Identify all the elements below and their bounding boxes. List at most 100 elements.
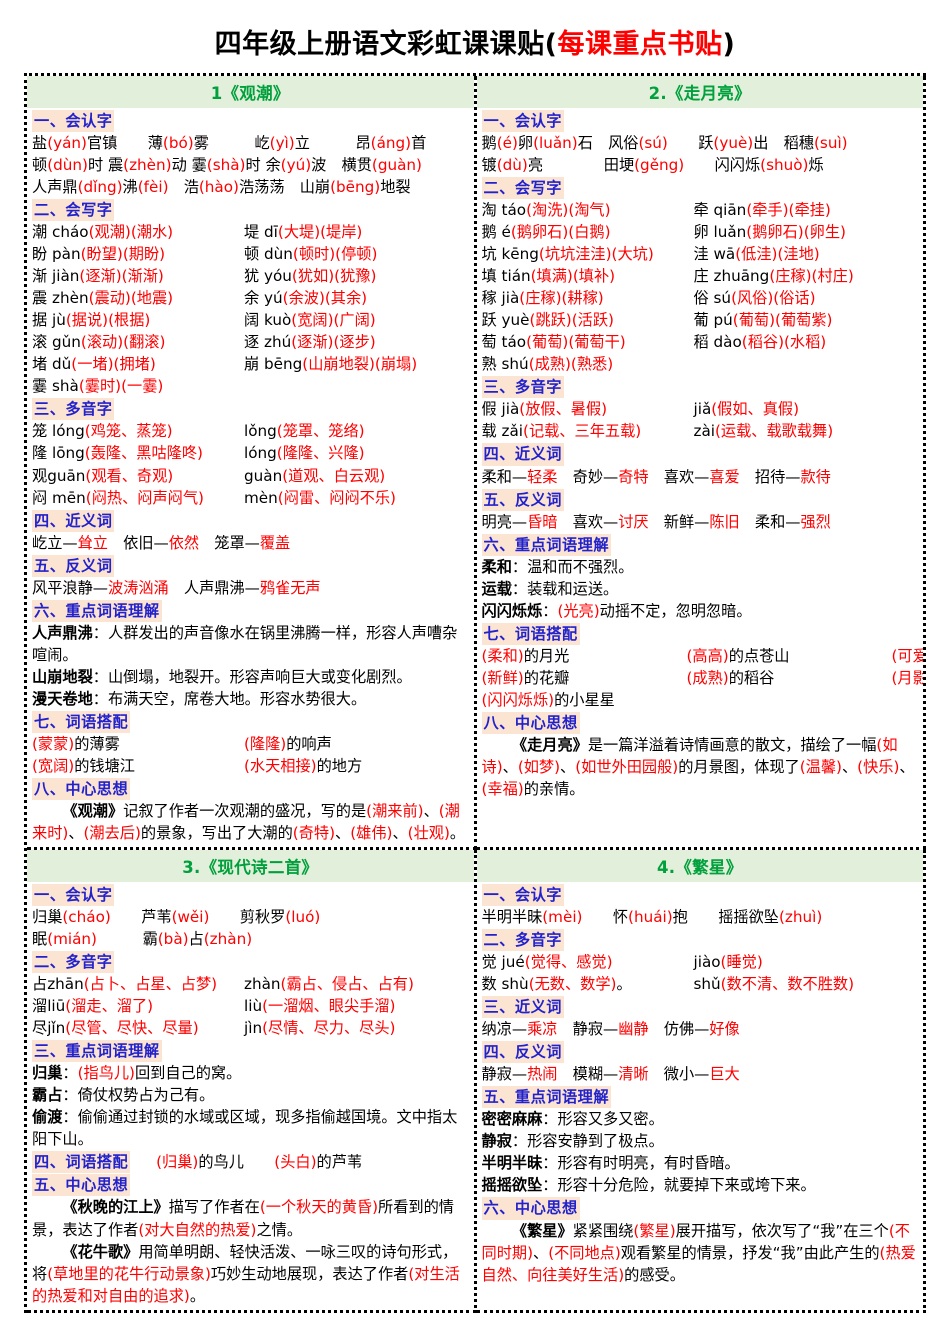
term-definition: 静寂：形容安静到了极点。 [482, 1130, 920, 1152]
section-heading-row: 五、中心思想 [32, 1173, 470, 1197]
section-heading-row: 一、会认字 [481, 109, 920, 133]
definition-text: ：布满天空，席卷大地。形容水势很大。 [92, 689, 367, 708]
entry-right: 顿 dùn(顿时)(停顿) [244, 245, 378, 264]
page-title: 四年级上册语文彩虹课课贴(每课重点书贴) [0, 0, 950, 73]
entry-right: 庄 zhuāng(庄稼)(村庄) [693, 267, 854, 286]
section-heading-row: 三、近义词 [481, 995, 920, 1019]
section-heading-row: 一、会认字 [481, 883, 920, 907]
entry-right: zhàn(霸占、侵占、占有) [244, 975, 414, 994]
content-line: 静寂—热闹 模糊—清晰 微小—巨大 [481, 1065, 740, 1084]
content-line: (闪闪烁烁)的小星星 [482, 689, 920, 711]
lesson-cell-1: 1《观潮》 一、会认字 盐(yán)官镇 薄(bó)雾 屹(yì)立 昂(áng)… [27, 76, 477, 851]
term: 漫天卷地 [32, 689, 93, 708]
section-heading: 六、重点词语理解 [32, 599, 162, 622]
collocation-1: (柔和)的月光 [481, 646, 570, 665]
section-heading-row: 三、多音字 [32, 397, 470, 421]
content-line: 人声鼎(dǐng)沸(fèi) 浩(hào)浩荡荡 山崩(bēng)地裂 [32, 178, 411, 197]
entry-left: 萄 táo(葡萄)(葡萄干) [481, 333, 626, 352]
section-heading: 六、重点词语理解 [481, 533, 611, 556]
collocation-1: (闪闪烁烁)的小星星 [481, 690, 615, 709]
entry-left: 滚 gǔn(滚动)(翻滚) [32, 333, 166, 352]
definition-text: ：形容安静到了极点。 [511, 1132, 664, 1151]
entry-left: 隆 lōng(轰隆、黑咕隆咚) [32, 444, 203, 463]
term-definition: 摇摇欲坠：形容十分危险，就要掉下来或垮下来。 [482, 1174, 920, 1196]
content-line: 滚 gǔn(滚动)(翻滚) 逐 zhú(逐渐)(逐步) [32, 331, 470, 353]
definition-text: ：人群发出的声音像水在锅里沸腾一样，形容人声嘈杂喧闹。 [32, 623, 458, 664]
section-heading: 六、中心思想 [481, 1197, 580, 1220]
entry-left: 堵 dǔ(一堵)(拥堵) [32, 355, 156, 374]
content-line: 顿(dùn)时 震(zhèn)动 霎(shà)时 余(yú)波 横贯(guàn) [32, 156, 422, 175]
content-line: 眠(mián) 霸(bà)占(zhàn) [32, 930, 253, 949]
term-definition: 霸占：倚仗权势占为己有。 [32, 1084, 470, 1106]
content-line: 盼 pàn(盼望)(期盼) 顿 dùn(顿时)(停顿) [32, 243, 470, 265]
term: 偷渡 [32, 1108, 63, 1127]
content-line: (柔和)的月光 (高高)的点苍山 (可爱)的小水塘 [481, 645, 924, 667]
entry-right: (隆隆)的响声 [244, 734, 332, 753]
lesson-body-3: 一、会认字 归巢(cháo) 芦苇(wěi) 剪秋罗(luó) 眠(mián) 霸(… [27, 882, 474, 1310]
collocation-2: (高高)的点苍山 [686, 646, 790, 665]
entry-left: 笼 lóng(鸡笼、蒸笼) [32, 422, 173, 441]
lesson-body-2: 一、会认字 鹅(é)卵(luǎn)石 风俗(sú) 跃(yuè)出 稻穗(suì)… [477, 108, 924, 803]
entry-right: 犹 yóu(犹如)(犹豫) [244, 267, 377, 286]
term: 闪闪烁烁 [481, 601, 543, 620]
section-heading-row: 四、近义词 [481, 442, 920, 466]
term-definition: 半明半昧：形容有时明亮，有时昏暗。 [482, 1152, 920, 1174]
section-heading-row: 一、会认字 [32, 109, 470, 133]
term: 霸占 [32, 1086, 63, 1105]
entry-left: 震 zhèn(震动)(地震) [32, 289, 174, 308]
section-heading: 一、会认字 [32, 884, 115, 907]
section-heading: 三、多音字 [32, 398, 115, 421]
section-heading-row: 八、中心思想 [481, 711, 920, 734]
section-heading-row: 六、重点词语理解 [481, 533, 920, 556]
section-heading-row: 七、词语搭配 [32, 710, 470, 733]
lesson-body-4: 一、会认字 半明半昧(mèi) 怀(huái)抱 摇摇欲坠(zhuì) 二、多音字觉… [477, 882, 924, 1289]
section-heading: 七、词语搭配 [481, 622, 580, 645]
term-definition: 柔和：温和而不强烈。 [482, 556, 920, 578]
section-heading-row: 三、重点词语理解 [32, 1039, 470, 1063]
entry-left: 闷 mēn(闷热、闷声闷气) [32, 488, 204, 507]
section-inline-content: (归巢)的鸟儿 (头白)的芦苇 [156, 1153, 363, 1172]
section-heading: 一、会认字 [481, 884, 564, 907]
section-heading: 三、近义词 [481, 996, 564, 1019]
lesson-cell-3: 3.《现代诗二首》 一、会认字 归巢(cháo) 芦苇(wěi) 剪秋罗(luó)… [27, 850, 477, 1313]
section-heading: 三、重点词语理解 [32, 1040, 162, 1063]
content-line: 明亮—昏暗 喜欢—讨厌 新鲜—陈旧 柔和—强烈 [481, 512, 831, 531]
entry-left: 潮 cháo(观潮)(潮水) [32, 223, 174, 242]
entry-left: 熟 shú(成熟)(熟悉) [481, 355, 614, 374]
entry-right: 崩 bēng(山崩地裂)(崩塌) [244, 355, 418, 374]
section-heading: 一、会认字 [481, 110, 564, 133]
content-line: 数 shù(无数、数学)。 shǔ(数不清、数不胜数) [482, 973, 920, 995]
term-definition: 运载：装载和运送。 [482, 578, 920, 600]
section-heading-row: 二、多音字 [32, 950, 470, 974]
entry-right: jiǎ(假如、真假) [693, 400, 800, 419]
theme-paragraph: 《秋晚的江上》描写了作者在(一个秋天的黄昏)所看到的情景，表达了作者(对大自然的… [32, 1198, 454, 1239]
entry-right: jìn(尽情、尽力、尽头) [244, 1019, 396, 1038]
section-heading: 五、反义词 [32, 554, 115, 577]
definition-text: ：温和而不强烈。 [511, 557, 634, 576]
section-heading-row: 二、会写字 [481, 176, 920, 200]
section-heading: 四、近义词 [32, 509, 115, 532]
content-line: 萄 táo(葡萄)(葡萄干) 稻 dào(稻谷)(水稻) [482, 331, 920, 353]
content-line: 载 zǎi(记载、三年五载) zài(运载、载歌载舞) [482, 420, 920, 442]
section-heading: 八、中心思想 [32, 777, 131, 800]
section-heading: 二、会写字 [32, 199, 115, 222]
section-heading-row: 四、近义词 [32, 509, 470, 532]
entry-right: (水天相接)的地方 [244, 756, 363, 775]
term: 归巢 [32, 1064, 63, 1083]
content-line: 熟 shú(成熟)(熟悉) [482, 353, 920, 375]
content-line: (蒙蒙)的薄雾 (隆隆)的响声 [32, 733, 470, 755]
section-heading: 二、会写字 [481, 177, 564, 200]
content-line: 坑 kēng(坑坑洼洼)(大坑) 洼 wā(低洼)(洼地) [482, 243, 920, 265]
term: 半明半昧 [481, 1154, 543, 1173]
definition-text: ：偷偷通过封锁的水域或区域，现多指偷越国境。文中指太阳下山。 [32, 1108, 458, 1149]
content-line: 归巢(cháo) 芦苇(wěi) 剪秋罗(luó) [32, 908, 321, 927]
definition-text: ：形容十分危险，就要掉下来或垮下来。 [542, 1176, 816, 1195]
lesson-header-4: 4.《繁星》 [476, 850, 923, 883]
content-line: 柔和—轻柔 奇妙—奇特 喜欢—喜爱 招待—款待 [481, 467, 831, 486]
content-line: 假 jià(放假、暑假) jiǎ(假如、真假) [482, 398, 920, 420]
section-heading-row: 七、词语搭配 [481, 622, 920, 645]
content-line: 盐(yán)官镇 薄(bó)雾 屹(yì)立 昂(áng)首 [32, 134, 427, 153]
page-title-close: ) [722, 29, 736, 60]
content-line: (新鲜)的花瓣 (成熟)的稻谷 (月影团团)的果园 [482, 667, 924, 689]
entry-right: 俗 sú(风俗)(俗话) [693, 289, 816, 308]
